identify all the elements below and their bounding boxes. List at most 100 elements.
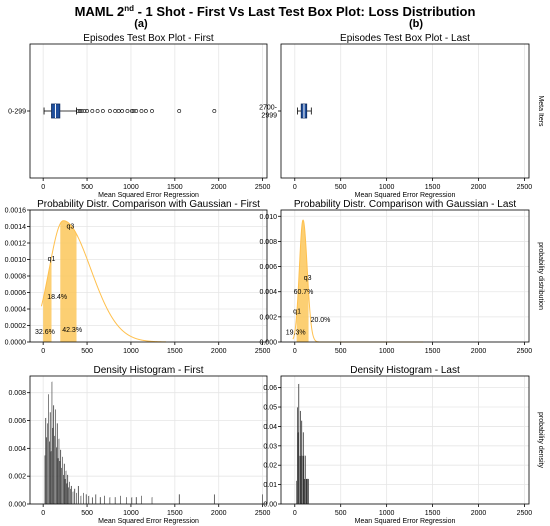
figure-title-main: MAML 2: [75, 4, 125, 19]
chart-hist-first: 0 500 1000 1500 2000 2500 0.000 0.002 0.004 0.006…: [8, 365, 270, 525]
hist-bar: [178, 494, 180, 505]
hist-bar: [305, 478, 307, 505]
plot-frame: [29, 43, 268, 179]
hist-bar: [50, 451, 52, 505]
shaded-region: [60, 220, 77, 342]
hist-bar: [49, 412, 51, 505]
hist-bar: [51, 381, 53, 505]
x-tick-label: 1500: [425, 184, 441, 191]
hist-bar: [55, 446, 57, 505]
hist-bar: [47, 423, 48, 505]
hist-bar: [60, 449, 62, 505]
hist-bar: [296, 406, 298, 505]
gaussian-curve: [40, 220, 166, 343]
hist-bar: [306, 478, 308, 505]
x-tick-label: 500: [335, 348, 347, 355]
y-tick-label: 0.010: [259, 214, 277, 221]
quartile-label: q3: [304, 275, 312, 282]
y-tick-label: 0.0000: [5, 340, 27, 347]
hist-bar: [299, 455, 300, 505]
percent-label: 60.7%: [294, 289, 314, 296]
x-tick-label: 0: [41, 348, 45, 355]
chart-title: Probability Distr. Comparison with Gauss…: [37, 199, 260, 210]
shaded-region: [296, 220, 309, 342]
percent-label: 32.6%: [35, 329, 55, 336]
hist-bar: [298, 383, 300, 505]
hist-bar: [85, 494, 87, 505]
chart-box-last: 0 500 1000 1500 2000 2500 2700-2999 Episodes Te…: [259, 33, 544, 199]
hist-bar: [307, 478, 309, 505]
hist-bar: [64, 478, 66, 505]
y-tick-label: 0.0014: [5, 224, 27, 231]
x-tick-label: 1500: [167, 510, 183, 517]
hist-bar: [95, 494, 97, 505]
hist-bar: [62, 456, 63, 505]
x-tick-label: 2000: [471, 184, 487, 191]
outlier-point: [113, 109, 118, 113]
chart-gauss-first: 0 500 1000 1500 2000 2500 0.0000 0.0002 0.0004 0.…: [5, 199, 271, 355]
quartile-label: q1: [293, 308, 301, 315]
hist-bar: [69, 488, 71, 505]
hist-bar: [65, 470, 67, 505]
percent-label: 18.4%: [47, 294, 67, 301]
x-tick-label: 500: [81, 348, 93, 355]
plot-frame: [280, 43, 530, 179]
outlier-point: [85, 109, 89, 113]
y-tick-label: 0.0008: [5, 274, 27, 281]
x-tick-label: 1500: [425, 510, 441, 517]
outlier-point: [76, 109, 81, 113]
hist-bar: [68, 487, 70, 505]
hist-bar: [74, 488, 76, 505]
plot-frame: [280, 209, 530, 343]
y-axis-label: probability density: [537, 412, 544, 469]
y-tick-label: 0.0012: [5, 241, 27, 248]
outlier-point: [125, 109, 130, 113]
percent-label: 20.0%: [311, 317, 331, 324]
y-tick-label: 0.00: [263, 502, 277, 509]
hist-bar: [141, 495, 142, 505]
x-tick-label: 1500: [167, 348, 183, 355]
percent-label: 19.3%: [286, 329, 306, 336]
y-tick-label: 0.04: [263, 424, 277, 431]
x-axis-label: Mean Squared Error Regression: [98, 192, 199, 199]
hist-bar: [62, 474, 64, 505]
outlier-point: [116, 109, 121, 113]
x-tick-label: 2500: [517, 510, 533, 517]
hist-bar: [56, 423, 58, 505]
x-tick-label: 2500: [255, 184, 271, 191]
y-tick-label: 0.008: [8, 390, 26, 397]
x-tick-label: 500: [81, 184, 93, 191]
outlier-point: [90, 109, 95, 113]
y-tick-label: 0.0002: [5, 323, 27, 330]
y-tick-label: 0.0004: [5, 307, 27, 314]
hist-bar: [61, 467, 63, 505]
y-tick-label: 0.000: [259, 340, 277, 347]
chart-box-first: 0 500 1000 1500 2000 2500 0-299 Episodes Test B…: [8, 33, 270, 199]
plot-frame: [280, 375, 530, 505]
hist-bar: [302, 455, 303, 505]
hist-bar: [52, 427, 54, 505]
outlier-point: [177, 109, 182, 113]
outlier-point: [131, 109, 136, 113]
outlier-point: [134, 109, 139, 113]
hist-bar: [57, 458, 59, 505]
outlier-point: [95, 109, 100, 113]
chart-title: Density Histogram - Last: [350, 365, 460, 376]
y-tick-label: 0.06: [263, 385, 277, 392]
y-tick-label: 0.0006: [5, 290, 27, 297]
hist-bar: [135, 496, 137, 505]
outlier-point: [100, 109, 105, 113]
hist-bar: [299, 410, 301, 505]
figure-title-rest: - 1 Shot - First Vs Last Test Box Plot: …: [134, 4, 475, 19]
outlier-point: [107, 109, 112, 113]
hist-bar: [70, 485, 72, 505]
x-tick-label: 500: [81, 510, 93, 517]
hist-bar: [45, 417, 47, 505]
hist-bar: [76, 492, 77, 505]
hist-bar: [72, 491, 74, 505]
hist-bar: [119, 495, 121, 505]
hist-bar: [302, 432, 304, 505]
chart-title: Probability Distr. Comparison with Gauss…: [294, 199, 517, 210]
x-tick-label: 1500: [167, 184, 183, 191]
y-tick-label: 0.004: [259, 289, 277, 296]
